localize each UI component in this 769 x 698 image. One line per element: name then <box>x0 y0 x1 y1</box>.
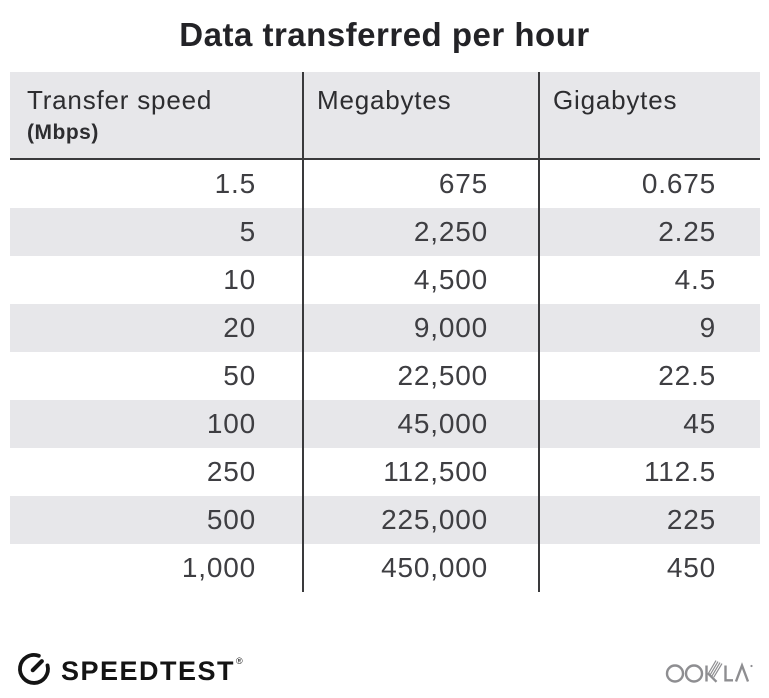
table-row: 500 225,000 225 <box>10 496 760 544</box>
header-gigabytes: Gigabytes <box>538 72 760 158</box>
table-row: 1,000 450,000 450 <box>10 544 760 592</box>
speed-cell: 1.5 <box>214 168 256 199</box>
gigabytes-cell: 0.675 <box>538 160 760 208</box>
table-body: 1.5 675 0.675 5 2,250 2.25 10 4,500 4.5 20 9,000 9 5… <box>10 160 760 592</box>
gigabytes-cell: 112.5 <box>538 448 760 496</box>
table-row: 100 45,000 45 <box>10 400 760 448</box>
data-table: Transfer speed (Mbps) Megabytes Gigabyte… <box>10 72 760 592</box>
megabytes-cell: 9,000 <box>302 304 538 352</box>
gigabytes-cell: 9 <box>538 304 760 352</box>
gigabytes-cell: 450 <box>538 544 760 592</box>
gigabytes-cell: 225 <box>538 496 760 544</box>
megabytes-cell: 450,000 <box>302 544 538 592</box>
table-row: 10 4,500 4.5 <box>10 256 760 304</box>
speedometer-gauge-icon <box>16 651 52 692</box>
megabytes-cell: 112,500 <box>302 448 538 496</box>
megabytes-cell: 4,500 <box>302 256 538 304</box>
header-transfer-speed-unit: (Mbps) <box>27 121 99 144</box>
megabytes-cell: 225,000 <box>302 496 538 544</box>
table-header-row: Transfer speed (Mbps) Megabytes Gigabyte… <box>10 72 760 160</box>
header-gigabytes-label: Gigabytes <box>553 85 678 115</box>
header-transfer-speed: Transfer speed (Mbps) <box>10 72 302 158</box>
table-row: 1.5 675 0.675 <box>10 160 760 208</box>
registered-trademark-icon: ® <box>236 656 243 666</box>
speed-cell: 250 <box>206 456 256 487</box>
speed-cell: 500 <box>206 504 256 535</box>
header-megabytes-label: Megabytes <box>317 85 452 115</box>
megabytes-cell: 22,500 <box>302 352 538 400</box>
megabytes-cell: 2,250 <box>302 208 538 256</box>
megabytes-cell: 45,000 <box>302 400 538 448</box>
gigabytes-cell: 2.25 <box>538 208 760 256</box>
gigabytes-cell: 22.5 <box>538 352 760 400</box>
header-transfer-speed-label: Transfer speed <box>27 85 213 115</box>
megabytes-cell: 675 <box>302 160 538 208</box>
page-title: Data transferred per hour <box>179 16 590 53</box>
speed-cell: 20 <box>223 312 256 343</box>
speedtest-wordmark: SPEEDTEST <box>61 655 236 686</box>
table-row: 20 9,000 9 <box>10 304 760 352</box>
table-row: 5 2,250 2.25 <box>10 208 760 256</box>
speed-cell: 10 <box>223 264 256 295</box>
table-row: 50 22,500 22.5 <box>10 352 760 400</box>
gigabytes-cell: 4.5 <box>538 256 760 304</box>
speedtest-logo: SPEEDTEST ® <box>16 651 243 692</box>
ookla-logo <box>665 658 757 691</box>
gigabytes-cell: 45 <box>538 400 760 448</box>
table-row: 250 112,500 112.5 <box>10 448 760 496</box>
speed-cell: 50 <box>223 360 256 391</box>
ookla-wordmark-icon <box>665 660 757 690</box>
speed-cell: 100 <box>206 408 256 439</box>
speed-cell: 1,000 <box>181 552 256 583</box>
header-megabytes: Megabytes <box>302 72 538 158</box>
speed-cell: 5 <box>239 216 256 247</box>
